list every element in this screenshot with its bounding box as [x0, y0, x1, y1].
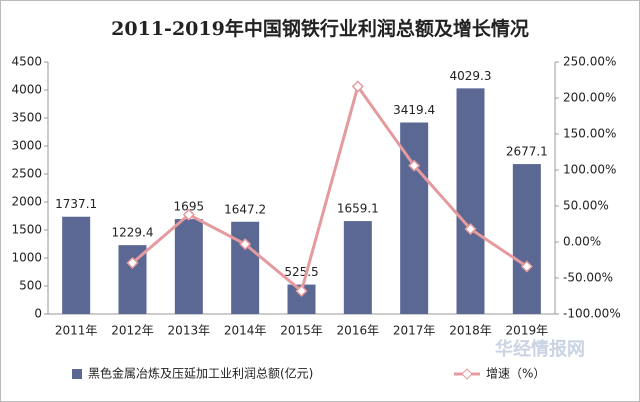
- line-marker: [408, 159, 421, 172]
- legend-label: 增速（%）: [486, 367, 545, 381]
- x-tick-label: 2012年: [111, 324, 154, 338]
- value-label: 1647.2: [224, 202, 266, 216]
- chart-title: 2011-2019年中国钢铁行业利润总额及增长情况: [111, 17, 529, 40]
- x-tick-label: 2016年: [337, 324, 380, 338]
- value-label: 3419.4: [393, 103, 435, 117]
- bar: [512, 164, 541, 314]
- y-tick-label: 3500: [11, 111, 42, 125]
- growth-line: [131, 83, 528, 294]
- y2-tick-label: 50.00%: [563, 199, 609, 213]
- value-label: 525.5: [284, 265, 318, 279]
- line-marker: [520, 260, 533, 273]
- y-tick-label: 4000: [11, 83, 42, 97]
- bar: [174, 219, 203, 314]
- y-tick-label: 500: [19, 279, 42, 293]
- y-tick-label: 2500: [11, 167, 42, 181]
- value-label: 1659.1: [337, 202, 379, 216]
- y2-tick-label: 150.00%: [563, 127, 616, 141]
- bar: [343, 221, 372, 314]
- y-tick-label: 1500: [11, 223, 42, 237]
- x-tick-label: 2018年: [449, 324, 492, 338]
- x-tick-label: 2017年: [393, 324, 436, 338]
- line-marker: [239, 238, 252, 251]
- line-marker: [126, 256, 139, 269]
- value-label: 2677.1: [506, 145, 548, 159]
- y2-tick-label: -50.00%: [563, 271, 613, 285]
- value-label: 1737.1: [55, 197, 97, 211]
- y2-tick-label: -100.00%: [563, 307, 621, 321]
- watermark: 华经情报网: [495, 338, 585, 360]
- line-marker: [295, 284, 308, 298]
- y-tick-label: 1000: [11, 251, 42, 265]
- bar: [231, 221, 260, 314]
- y-tick-label: 3000: [11, 139, 42, 153]
- y-tick-label: 0: [34, 307, 42, 321]
- value-label: 1695: [174, 200, 205, 214]
- legend-marker: [461, 368, 473, 380]
- x-tick-label: 2013年: [168, 324, 211, 338]
- value-label: 4029.3: [450, 69, 492, 83]
- legend-swatch: [72, 369, 82, 379]
- x-tick-label: 2011年: [55, 324, 98, 338]
- line-marker: [182, 208, 195, 221]
- y-tick-label: 2000: [11, 195, 42, 209]
- y-tick-label: 4500: [11, 55, 42, 69]
- value-label: 1229.4: [112, 226, 154, 240]
- y2-tick-label: 250.00%: [563, 55, 616, 69]
- bar: [62, 216, 91, 314]
- x-tick-label: 2019年: [506, 324, 549, 338]
- line-marker: [351, 80, 364, 93]
- y2-tick-label: 0.00%: [563, 235, 601, 249]
- legend-label: 黑色金属冶炼及压延加工业利润总额(亿元): [88, 366, 313, 381]
- x-tick-label: 2014年: [224, 324, 267, 338]
- x-tick-label: 2015年: [280, 324, 323, 338]
- y2-tick-label: 200.00%: [563, 91, 616, 105]
- line-marker: [464, 222, 477, 236]
- y2-tick-label: 100.00%: [563, 163, 616, 177]
- bar: [456, 88, 485, 315]
